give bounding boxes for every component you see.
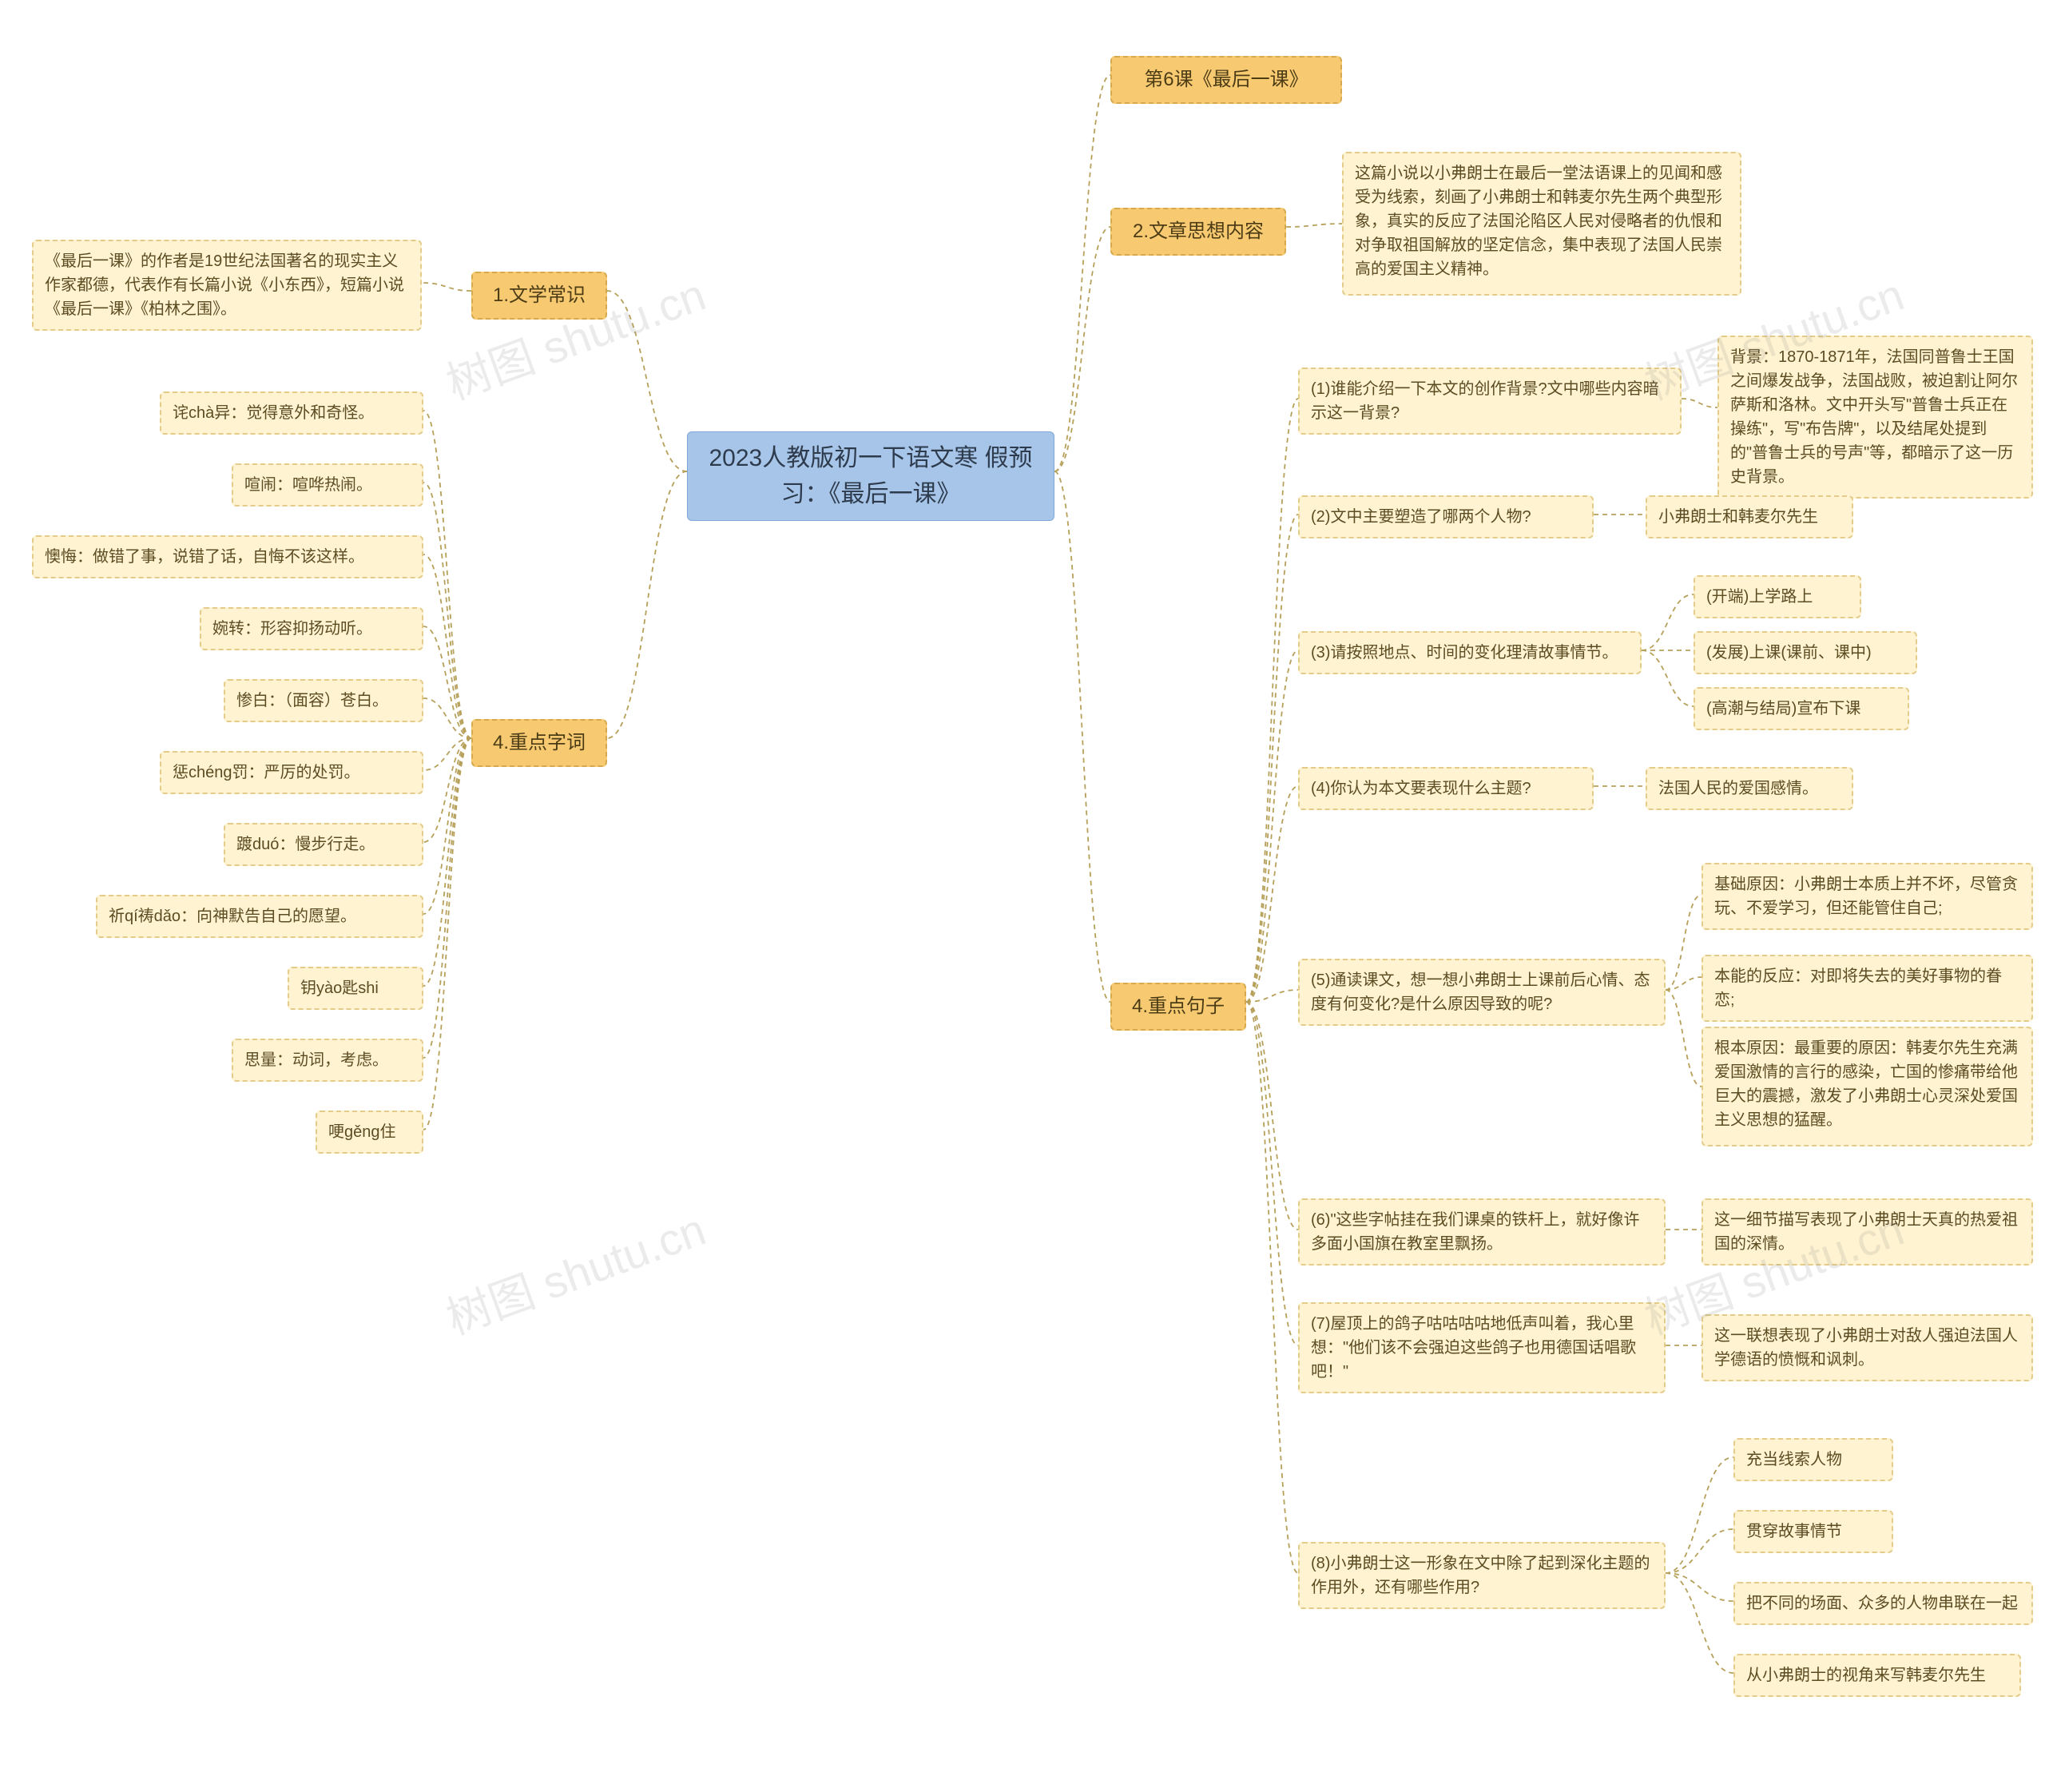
leaf-node: 喧闹：喧哗热闹。 (232, 463, 423, 507)
leaf-node: (6)"这些字帖挂在我们课桌的铁杆上，就好像许多面小国旗在教室里飘扬。 (1298, 1198, 1666, 1266)
leaf-node: (4)你认为本文要表现什么主题? (1298, 767, 1594, 810)
leaf-node: 根本原因：最重要的原因：韩麦尔先生充满爱国激情的言行的感染，亡国的惨痛带给他巨大… (1702, 1027, 2033, 1146)
leaf-node: 这一联想表现了小弗朗士对敌人强迫法国人学德语的愤慨和讽刺。 (1702, 1314, 2033, 1381)
leaf-node: 懊悔：做错了事，说错了话，自悔不该这样。 (32, 535, 423, 578)
connector (607, 471, 687, 738)
connector (1666, 1573, 1733, 1601)
connector (1246, 650, 1298, 1002)
connector (1666, 977, 1702, 990)
branch-node: 4.重点句子 (1110, 983, 1246, 1031)
leaf-node: 背景：1870-1871年，法国同普鲁士王国之间爆发战争，法国战败，被迫割让阿尔… (1717, 336, 2033, 499)
leaf-node: 小弗朗士和韩麦尔先生 (1646, 495, 1853, 538)
leaf-node: 惩chéng罚：严厉的处罚。 (160, 751, 423, 794)
leaf-node: 充当线索人物 (1733, 1438, 1893, 1481)
connector (423, 738, 471, 770)
leaf-node: 本能的反应：对即将失去的美好事物的眷恋; (1702, 955, 2033, 1022)
leaf-node: (5)通读课文，想一想小弗朗士上课前后心情、态度有何变化?是什么原因导致的呢? (1298, 959, 1666, 1026)
connector (1246, 1002, 1298, 1345)
connector (423, 738, 471, 1058)
leaf-node: 哽gěng住 (316, 1111, 423, 1154)
leaf-node: (3)请按照地点、时间的变化理清故事情节。 (1298, 631, 1642, 674)
leaf-node: 贯穿故事情节 (1733, 1510, 1893, 1553)
connector (423, 626, 471, 738)
leaf-node: 把不同的场面、众多的人物串联在一起 (1733, 1582, 2033, 1625)
leaf-node: 踱duó：慢步行走。 (224, 823, 423, 866)
connector (1246, 515, 1298, 1002)
leaf-node: 这篇小说以小弗朗士在最后一堂法语课上的见闻和感受为线索，刻画了小弗朗士和韩麦尔先… (1342, 152, 1741, 296)
connector (423, 738, 471, 1130)
connector (1246, 990, 1298, 1002)
connector (423, 738, 471, 842)
connector (423, 554, 471, 738)
connector (423, 738, 471, 914)
leaf-node: 基础原因：小弗朗士本质上并不坏，尽管贪玩、不爱学习，但还能管住自己; (1702, 863, 2033, 930)
connector (1246, 399, 1298, 1002)
leaf-node: 婉转：形容抑扬动听。 (200, 607, 423, 650)
branch-node: 4.重点字词 (471, 719, 607, 767)
leaf-node: (高潮与结局)宣布下课 (1694, 687, 1909, 730)
leaf-node: (1)谁能介绍一下本文的创作背景?文中哪些内容暗示这一背景? (1298, 368, 1682, 435)
leaf-node: 法国人民的爱国感情。 (1646, 767, 1853, 810)
connector (423, 411, 471, 738)
connector (1666, 990, 1702, 1087)
connector (1286, 224, 1342, 227)
connector (1666, 895, 1702, 990)
watermark: 树图 shutu.cn (436, 1194, 713, 1347)
leaf-node: (2)文中主要塑造了哪两个人物? (1298, 495, 1594, 538)
leaf-node: (发展)上课(课前、课中) (1694, 631, 1917, 674)
connector (1642, 594, 1694, 650)
connector (1246, 1002, 1298, 1230)
connector (423, 483, 471, 738)
connector (1054, 227, 1110, 471)
branch-node: 1.文学常识 (471, 272, 607, 320)
connector (1054, 471, 1110, 1002)
connector (422, 283, 471, 291)
leaf-node: 思量：动词，考虑。 (232, 1039, 423, 1082)
connector (1642, 650, 1694, 706)
leaf-node: 惨白：（面容）苍白。 (224, 679, 423, 722)
connector (423, 698, 471, 738)
connector (1666, 1457, 1733, 1573)
branch-node: 2.文章思想内容 (1110, 208, 1286, 256)
connector (423, 738, 471, 986)
leaf-node: 《最后一课》的作者是19世纪法国著名的现实主义作家都德，代表作有长篇小说《小东西… (32, 240, 422, 331)
leaf-node: 祈qí祷dǎo：向神默告自己的愿望。 (96, 895, 423, 938)
connector (1054, 75, 1110, 471)
branch-node: 第6课《最后一课》 (1110, 56, 1342, 104)
leaf-node: 钥yào匙shi (288, 967, 423, 1010)
connector (1246, 786, 1298, 1002)
root-node: 2023人教版初一下语文寒 假预习：《最后一课》 (687, 431, 1054, 521)
connector (1666, 1529, 1733, 1573)
leaf-node: (开端)上学路上 (1694, 575, 1861, 618)
connector (1682, 399, 1717, 407)
leaf-node: (7)屋顶上的鸽子咕咕咕咕地低声叫着，我心里想："他们该不会强迫这些鸽子也用德国… (1298, 1302, 1666, 1393)
leaf-node: (8)小弗朗士这一形象在文中除了起到深化主题的作用外，还有哪些作用? (1298, 1542, 1666, 1609)
leaf-node: 这一细节描写表现了小弗朗士天真的热爱祖国的深情。 (1702, 1198, 2033, 1266)
leaf-node: 诧chà异：觉得意外和奇怪。 (160, 391, 423, 435)
connector (1666, 1573, 1733, 1673)
leaf-node: 从小弗朗士的视角来写韩麦尔先生 (1733, 1654, 2021, 1697)
connector (1246, 1002, 1298, 1573)
connector (607, 291, 687, 471)
